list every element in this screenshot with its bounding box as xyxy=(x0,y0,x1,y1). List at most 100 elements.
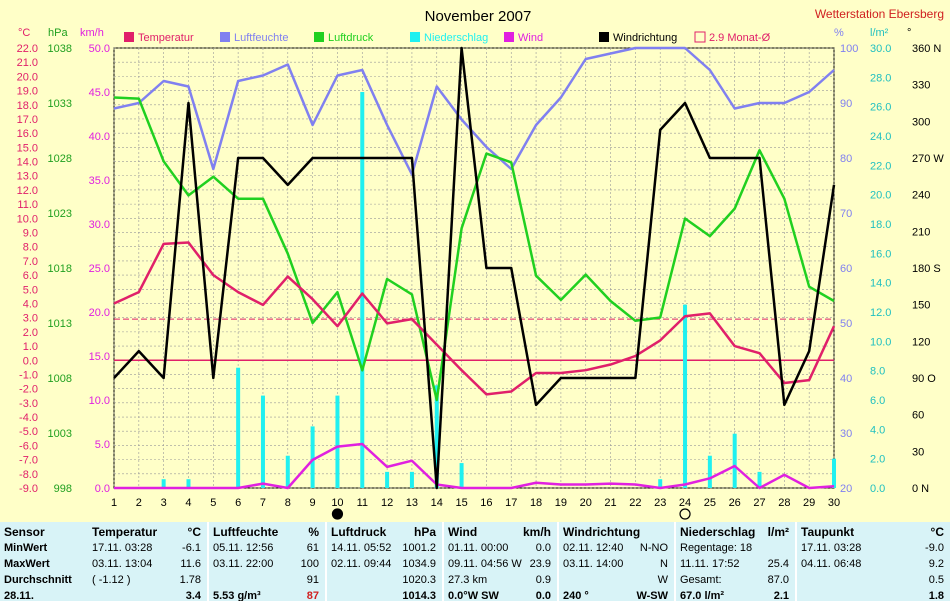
humidity-line xyxy=(113,46,835,176)
tick-label-humidity: 20 xyxy=(840,483,852,495)
stats-cell-value: 1.78 xyxy=(179,574,201,586)
stats-cell-row: 27.3 km 0.9 xyxy=(448,572,551,588)
tick-label-direction: 270 W xyxy=(912,153,944,165)
tick-label-temperature: 8.0 xyxy=(23,242,38,254)
tick-label-temperature: -7.0 xyxy=(19,455,38,467)
x-axis-ticks: 1 2 3 4 5 6 7 8 9 10 11 12 13 14 15 16 17 18 19 20 21 22 23 24 2… xyxy=(111,497,840,509)
stats-cell-info: 5.53 g/m³ xyxy=(213,590,261,601)
x-tick-label: 15 xyxy=(455,497,467,509)
tick-label-wind: 50.0 xyxy=(89,43,110,55)
stats-cell-row: 5.53 g/m³ 87 xyxy=(213,588,319,601)
tick-label-temperature: 4.0 xyxy=(23,298,38,310)
tick-label-temperature: 3.0 xyxy=(23,313,38,325)
x-tick-label: 28 xyxy=(778,497,790,509)
legend-label-monthavg: 2.9 Monat-Ø xyxy=(709,32,771,44)
x-tick-label: 5 xyxy=(210,497,216,509)
tick-label-pressure: 1038 xyxy=(48,43,72,55)
tick-label-precip: 20.0 xyxy=(870,190,891,202)
tick-label-temperature: 13.0 xyxy=(17,171,38,183)
axis-ticks: 22.0 21.0 20.0 19.0 18.0 17.0 16.0 15.0 14.0 13.0… xyxy=(17,43,945,495)
stats-cell-info: 67.0 l/m² xyxy=(680,590,725,601)
tick-label-wind: 45.0 xyxy=(89,87,110,99)
stats-cell-info: 0.0°W SW xyxy=(448,590,499,601)
tick-label-humidity: 80 xyxy=(840,153,852,165)
unit-precip: l/m² xyxy=(870,27,889,39)
station-name: Wetterstation Ebersberg xyxy=(815,7,944,21)
temperature-line xyxy=(113,241,836,396)
precip-bars xyxy=(161,92,836,488)
tick-label-temperature: 22.0 xyxy=(17,43,38,55)
stats-cell-info: 240 ° xyxy=(563,590,589,601)
stats-cell-info: Gesamt: xyxy=(680,574,722,586)
tick-label-direction: 210 xyxy=(912,226,930,238)
new-moon-icon xyxy=(331,508,344,520)
stats-cell-value: 0.0 xyxy=(535,590,551,601)
x-tick-label: 9 xyxy=(310,497,316,509)
tick-label-precip: 16.0 xyxy=(870,248,891,260)
precip-bar xyxy=(409,471,414,488)
stats-cell-row: 03.11. 14:00 N xyxy=(563,556,668,572)
stats-col-header: Temperatur °C xyxy=(92,524,201,540)
stats-cell-value: 1034.9 xyxy=(402,558,436,570)
tick-label-humidity: 60 xyxy=(840,263,852,275)
tick-label-temperature: -6.0 xyxy=(19,440,38,452)
legend-swatch-wind xyxy=(504,32,514,42)
x-tick-label: 6 xyxy=(235,497,241,509)
stats-cell-info: 02.11. 12:40 xyxy=(563,542,624,554)
x-tick-label: 11 xyxy=(357,497,368,509)
stats-cell-value: N xyxy=(660,558,668,570)
stats-cell-value: 1.8 xyxy=(928,590,944,601)
full-moon-icon xyxy=(679,508,691,520)
stats-col-unit: l/m² xyxy=(767,525,789,539)
tick-label-wind: 10.0 xyxy=(89,395,110,407)
stats-cell-value: 91 xyxy=(306,574,319,586)
tick-label-temperature: -4.0 xyxy=(19,412,38,424)
stats-col-title: Wind xyxy=(448,525,478,539)
tick-label-wind: 20.0 xyxy=(89,307,110,319)
stats-cell-value: 9.2 xyxy=(928,558,944,570)
stats-cell-row: 91 xyxy=(213,572,319,588)
tick-label-temperature: 19.0 xyxy=(17,86,38,98)
x-tick-label: 7 xyxy=(260,497,266,509)
stats-cell-value: 0.9 xyxy=(535,574,551,586)
stats-cell-info: 05.11. 12:56 xyxy=(213,542,274,554)
x-tick-label: 14 xyxy=(431,497,443,509)
x-tick-label: 8 xyxy=(285,497,291,509)
precip-bar xyxy=(310,426,315,488)
x-tick-label: 4 xyxy=(185,497,191,509)
tick-label-wind: 15.0 xyxy=(89,351,110,363)
stats-col-unit: °C xyxy=(930,525,944,539)
stats-cell-value: 23.9 xyxy=(529,558,551,570)
legend: Temperatur Luftfeuchte Luftdruck Nieders… xyxy=(124,31,771,44)
tick-label-temperature: -9.0 xyxy=(19,483,38,495)
stats-col-6: Taupunkt °C 17.11. 03:28 -9.0 04.11. 06:48 9.… xyxy=(795,522,950,601)
tick-label-pressure: 1033 xyxy=(48,98,72,110)
tick-label-pressure: 1023 xyxy=(48,208,72,220)
wind-line xyxy=(114,442,835,490)
row-label-sensor: Sensor xyxy=(4,525,45,539)
stats-cell-info: 09.11. 04:56 W xyxy=(448,558,522,570)
tick-label-direction: 120 xyxy=(912,336,930,348)
tick-label-precip: 0.0 xyxy=(870,483,885,495)
tick-label-humidity: 100 xyxy=(840,43,858,55)
legend-swatch-precip xyxy=(410,32,420,42)
unit-direction: ° xyxy=(907,27,911,39)
legend-label-direction: Windrichtung xyxy=(613,32,677,44)
stats-cell-row: 05.11. 12:56 61 xyxy=(213,540,319,556)
tick-label-precip: 24.0 xyxy=(870,131,891,143)
tick-label-wind: 25.0 xyxy=(89,263,110,275)
tick-label-temperature: -8.0 xyxy=(19,469,38,481)
tick-label-humidity: 50 xyxy=(840,318,852,330)
stats-cell-row: 01.11. 00:00 0.0 xyxy=(448,540,551,556)
tick-label-precip: 12.0 xyxy=(870,307,891,319)
stats-col-title: Luftfeuchte xyxy=(213,525,279,539)
stats-cell-row: 03.11. 13:04 11.6 xyxy=(92,556,201,572)
tick-label-precip: 26.0 xyxy=(870,102,891,114)
series-lines xyxy=(113,46,836,490)
stats-cell-row: W xyxy=(563,572,668,588)
x-tick-label: 22 xyxy=(629,497,641,509)
stats-cell-row: 1014.3 xyxy=(331,588,436,601)
tick-label-pressure: 1028 xyxy=(48,153,72,165)
chart-title: November 2007 xyxy=(425,8,532,25)
legend-label-pressure: Luftdruck xyxy=(328,32,374,44)
